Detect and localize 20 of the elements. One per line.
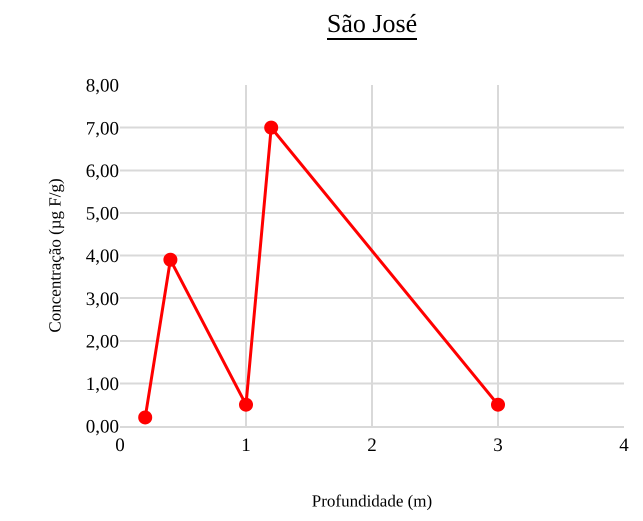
y-tick-label: 3,00 <box>86 288 119 310</box>
y-tick-label: 6,00 <box>86 160 119 182</box>
x-tick-label: 3 <box>493 434 503 456</box>
x-tick-label: 2 <box>367 434 377 456</box>
y-tick-label: 4,00 <box>86 246 119 268</box>
point <box>491 398 505 412</box>
point <box>163 252 178 267</box>
y-tick-label: 2,00 <box>86 331 119 352</box>
y-tick-label: 7,00 <box>86 118 119 140</box>
x-tick-label: 4 <box>619 434 630 456</box>
x-tick-label: 1 <box>241 434 251 456</box>
point <box>239 398 253 412</box>
y-tick-label: 8,00 <box>86 76 119 97</box>
y-tick-label: 5,00 <box>86 204 119 225</box>
y-axis-title: Concentração (µg F/g) <box>45 178 64 333</box>
chart-title: São José <box>326 9 418 40</box>
point <box>138 410 152 424</box>
point <box>264 120 278 135</box>
x-axis-title: Profundidade (m) <box>312 492 432 511</box>
y-tick-label: 1,00 <box>86 374 119 396</box>
